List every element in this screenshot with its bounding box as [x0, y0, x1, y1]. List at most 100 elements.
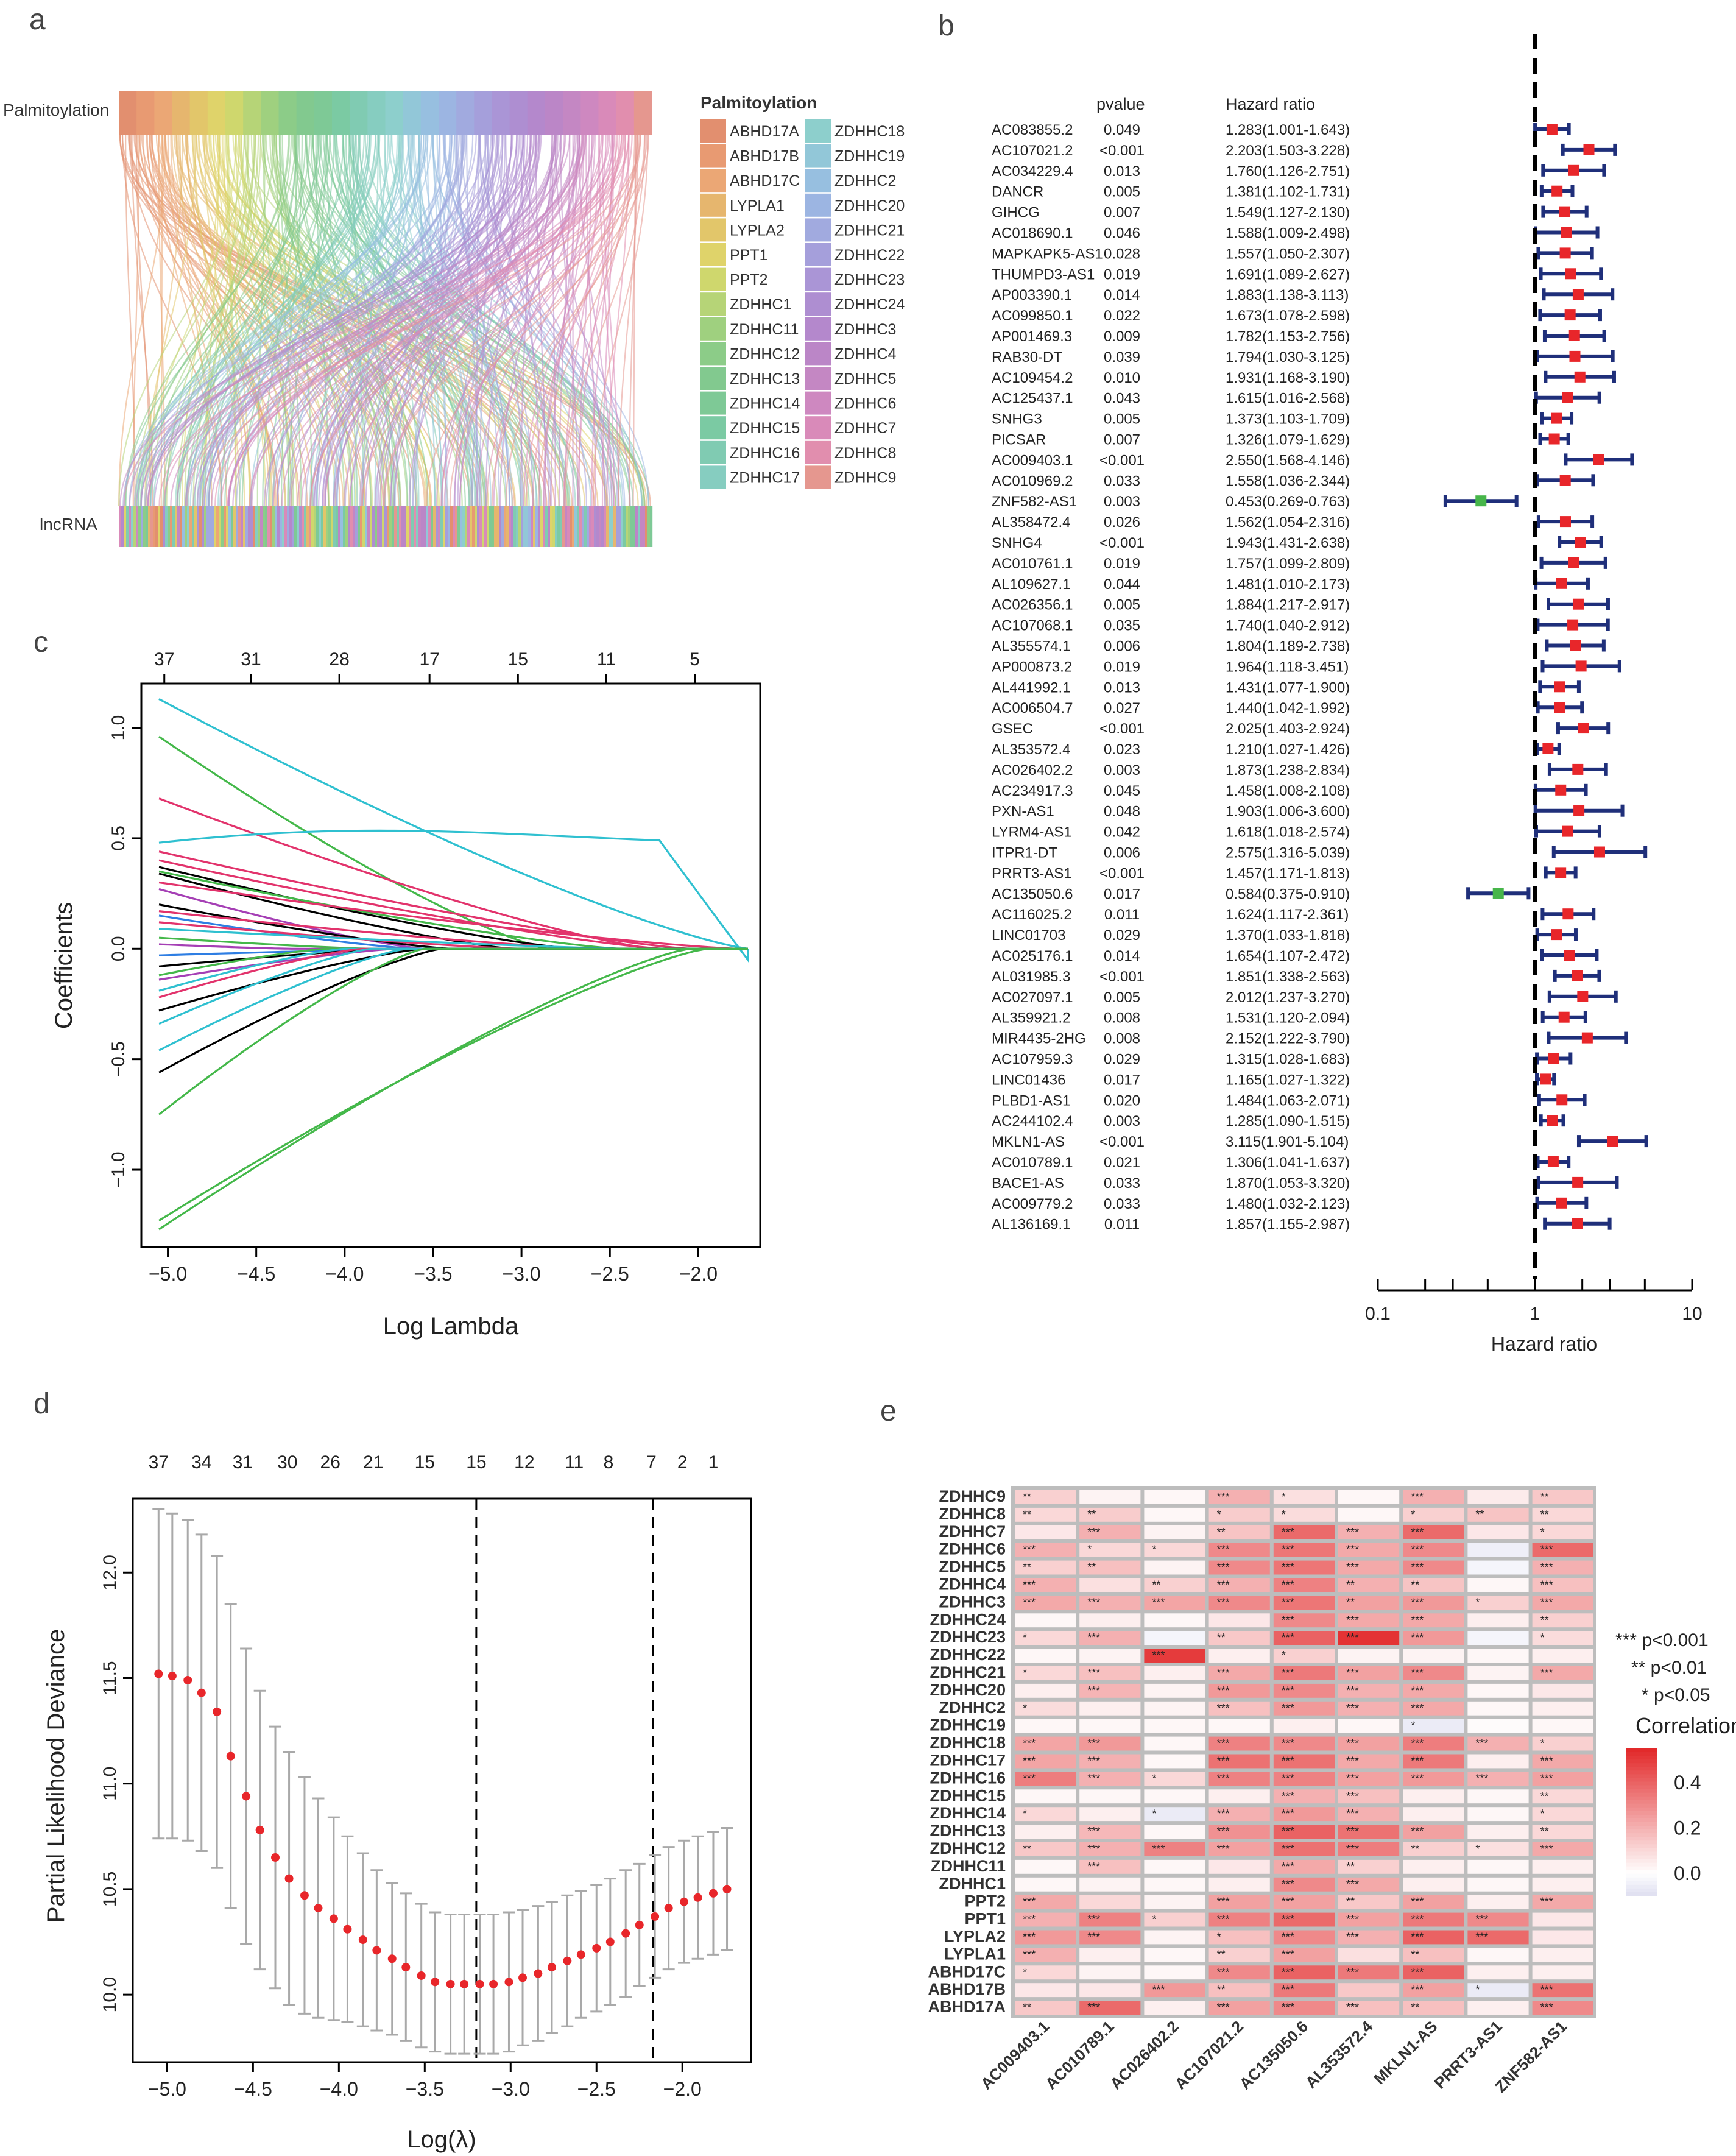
forest-point [1554, 702, 1565, 713]
heatmap-star: *** [1023, 1914, 1036, 1926]
heatmap-row-label: ABHD17C [928, 1962, 1006, 1981]
sankey-link [563, 135, 600, 506]
forest-hr-text: 0.584(0.375-0.910) [1226, 886, 1350, 902]
heatmap-cell [1015, 1596, 1076, 1610]
sankey-node-bottom [433, 506, 436, 547]
forest-point [1551, 412, 1562, 424]
forest-hr-text: 1.851(1.338-2.563) [1226, 969, 1350, 985]
heatmap-cell [1144, 1965, 1205, 1980]
cv-point [358, 1935, 367, 1945]
sankey-node-bottom [292, 506, 295, 547]
forest-pvalue: <0.001 [1099, 143, 1145, 159]
heatmap-cell [1015, 1912, 1076, 1927]
panel-label-d: d [34, 1388, 50, 1420]
heatmap-cell [1467, 1895, 1529, 1909]
heatmap-row-label: ZDHHC17 [930, 1751, 1006, 1770]
forest-point [1574, 371, 1586, 383]
heatmap-cell [1338, 1772, 1400, 1786]
sankey-link [140, 135, 495, 506]
heatmap-star: *** [1411, 1966, 1424, 1978]
sankey-node-bottom [270, 506, 273, 547]
heatmap-star: *** [1282, 1790, 1294, 1802]
forest-gene-label: LINC01436 [992, 1072, 1065, 1088]
sankey-node-bottom [185, 506, 188, 547]
heatmap-cell [1338, 1543, 1400, 1557]
heatmap-star: ** [1023, 1843, 1031, 1855]
heatmap-star: ** [1023, 1491, 1031, 1503]
forest-gene-label: LINC01703 [992, 927, 1065, 944]
forest-point [1565, 268, 1576, 280]
heatmap-cell [1015, 1701, 1076, 1716]
heatmap-star: *** [1282, 2001, 1294, 2013]
legend-swatch [700, 292, 726, 316]
heatmap-cell [1079, 1754, 1141, 1769]
heatmap-star: *** [1346, 1878, 1359, 1890]
legend-swatch [700, 317, 726, 341]
sankey-node-bottom [643, 506, 646, 547]
sankey-node-bottom [630, 506, 633, 547]
sankey-node-bottom [587, 506, 590, 547]
heatmap-cell [1467, 1842, 1529, 1856]
cv-point [372, 1946, 381, 1955]
forest-gene-label: AC034229.4 [992, 163, 1073, 180]
forest-pvalue: 0.033 [1104, 473, 1140, 489]
sankey-node-top [492, 91, 510, 135]
sankey-links [118, 135, 651, 506]
heatmap-row-label: ZDHHC19 [930, 1716, 1006, 1734]
sankey-link [449, 135, 638, 506]
cv-xlabel: Log(λ) [407, 2126, 476, 2153]
heatmap-col-label: AC010789.1 [1042, 2017, 1117, 2093]
forest-pvalue: 0.039 [1104, 349, 1140, 366]
lasso-coef-path [158, 947, 748, 977]
sankey-node-bottom [416, 506, 419, 547]
forest-pvalue: 0.033 [1104, 1175, 1140, 1192]
heatmap-cell [1532, 1507, 1593, 1522]
heatmap-cell [1403, 1754, 1464, 1769]
lasso-coef-path [158, 943, 748, 950]
heatmap-row-label: ZDHHC23 [930, 1628, 1006, 1646]
legend-swatch [805, 317, 831, 341]
heatmap-star: *** [1346, 1966, 1359, 1978]
heatmap-star: *** [1346, 1702, 1359, 1714]
forest-gene-label: SNHG4 [992, 535, 1042, 551]
legend-label: ZDHHC5 [834, 370, 896, 387]
heatmap-star: *** [1282, 1825, 1294, 1837]
sankey-node-bottom [206, 506, 210, 547]
cv-x-tick-label: −4.0 [320, 2078, 358, 2100]
sankey-link [220, 135, 298, 506]
heatmap-star: *** [1217, 1755, 1230, 1767]
forest-point [1558, 1011, 1570, 1023]
heatmap-cell [1273, 1807, 1335, 1822]
heatmap-star: *** [1217, 1843, 1230, 1855]
heatmap-cell [1532, 1754, 1593, 1769]
forest-header-hr: Hazard ratio [1226, 95, 1315, 113]
heatmap-cell [1532, 1631, 1593, 1645]
colorbar-step [1626, 1862, 1657, 1867]
heatmap-cell [1079, 1772, 1141, 1786]
sankey-link [272, 135, 446, 506]
forest-pvalue: 0.045 [1104, 783, 1140, 799]
cv-point [446, 1979, 455, 1988]
sankey-node-bottom [626, 506, 629, 547]
heatmap-row-label: ZDHHC12 [930, 1839, 1006, 1857]
colorbar-step [1626, 1770, 1657, 1775]
heatmap-cell [1015, 1825, 1076, 1839]
heatmap-cell [1467, 1666, 1529, 1680]
heatmap-star: *** [1411, 1984, 1424, 1996]
heatmap-row-label: ZDHHC3 [939, 1592, 1006, 1611]
colorbar-step [1626, 1814, 1657, 1819]
heatmap-col-label: AC009403.1 [977, 2017, 1053, 2093]
forest-point [1555, 784, 1567, 796]
sankey-node-bottom [628, 506, 631, 547]
lasso-x-tick-label: −4.5 [237, 1263, 275, 1285]
forest-pvalue: 0.044 [1104, 576, 1140, 593]
sankey-node-bottom [509, 506, 512, 547]
forest-hr-text: 2.203(1.503-3.228) [1226, 143, 1350, 159]
sankey-node-top [580, 91, 599, 135]
sankey-node-bottom [170, 506, 173, 547]
sankey-link [349, 135, 565, 506]
sankey-node-bottom [165, 506, 168, 547]
heatmap-cell [1338, 1930, 1400, 1945]
heatmap-star: * [1152, 1544, 1156, 1556]
heatmap-row-label: ZDHHC2 [939, 1698, 1006, 1717]
